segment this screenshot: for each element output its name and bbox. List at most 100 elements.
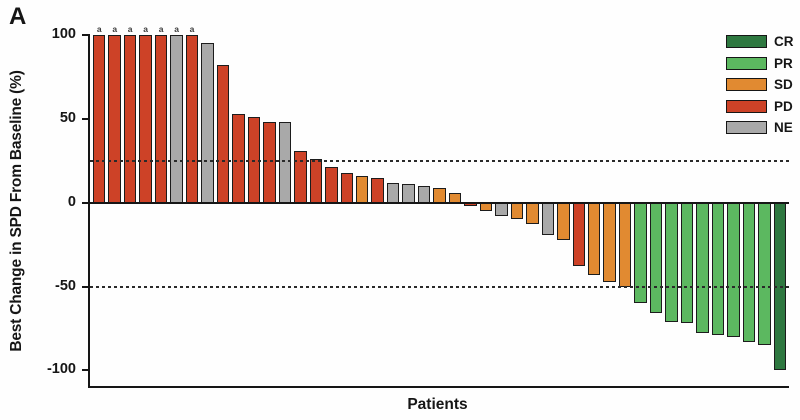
legend-row-pr: PR [726, 56, 794, 71]
legend: CR PR SD PD NE [726, 34, 794, 143]
bar-slot: a [93, 25, 106, 386]
bar-slot [680, 35, 694, 386]
bar-pr [680, 202, 694, 324]
bar-pr [634, 202, 647, 304]
bar-slot [309, 35, 323, 386]
bar-slot [711, 35, 725, 386]
bar-slot: a [139, 25, 152, 386]
bar-sd [603, 202, 616, 282]
bar-sd [618, 202, 632, 287]
bar-slot [386, 35, 400, 386]
bar-ne [541, 202, 555, 235]
bar-slot [464, 35, 477, 386]
bar-pd [371, 177, 384, 203]
bar-slot: a [108, 25, 121, 386]
bar-pd [340, 172, 353, 203]
bar-slot [479, 35, 493, 386]
legend-label: SD [774, 77, 793, 93]
bar-annotation: a [174, 24, 179, 34]
bar-sd [557, 202, 570, 240]
bar-pd [154, 35, 168, 203]
bar-slot [495, 35, 508, 386]
bar-slot: a [154, 25, 168, 386]
panel-label: A [9, 3, 27, 30]
bar-slot [247, 35, 261, 386]
bar-pd [123, 35, 137, 203]
bar-pr [711, 202, 725, 336]
bar-pd [108, 35, 121, 203]
legend-swatch-icon [726, 78, 767, 92]
legend-row-pd: PD [726, 98, 794, 114]
bar-slot [371, 35, 384, 386]
reference-line-25 [90, 159, 789, 162]
bar-pd [325, 167, 338, 203]
bar-slot [325, 35, 338, 386]
y-tick-label: -100 [46, 361, 76, 378]
bar-pd [309, 159, 323, 203]
y-tick [82, 285, 90, 288]
bar-slot [618, 35, 632, 386]
bar-slot [634, 35, 647, 386]
bar-slot [278, 35, 292, 386]
bar-slot [557, 35, 570, 386]
bar-slot [201, 35, 214, 386]
bar-pr [727, 202, 740, 337]
legend-swatch-icon [726, 121, 767, 135]
bar-slot: a [170, 25, 183, 386]
bar-slot [294, 35, 307, 386]
y-tick-label: 0 [67, 193, 76, 210]
legend-row-ne: NE [726, 120, 794, 136]
bar-slot [665, 35, 678, 386]
bar-slot [232, 35, 245, 386]
bar-sd [355, 175, 369, 203]
bar-pd [139, 35, 152, 203]
bar-sd [479, 202, 493, 212]
bar-ne [201, 43, 214, 203]
legend-row-sd: SD [726, 77, 794, 93]
reference-line--50 [90, 285, 789, 288]
legend-label: NE [774, 120, 793, 136]
bar-slot: a [185, 25, 199, 386]
y-tick [82, 369, 90, 372]
bar-pr [665, 202, 678, 322]
bar-slot [649, 35, 663, 386]
bar-annotation: a [158, 24, 164, 34]
y-axis-title: Best Change in SPD From Baseline (%) [8, 70, 25, 352]
bar-slot [417, 35, 431, 386]
bar-slot [541, 35, 555, 386]
bar-slot [402, 35, 415, 386]
legend-label: PD [774, 98, 793, 114]
legend-swatch-icon [726, 56, 767, 70]
zero-baseline [90, 201, 789, 204]
legend-swatch-icon [726, 35, 767, 48]
bar-pd [232, 113, 245, 203]
x-axis-title: Patients [407, 396, 468, 413]
bar-ne [170, 35, 183, 203]
bar-pr [742, 202, 756, 342]
bar-annotation: a [127, 24, 133, 34]
bar-sd [510, 202, 524, 220]
y-tick [82, 201, 90, 204]
bar-pr [758, 202, 771, 346]
bar-sd [526, 202, 539, 225]
bar-ne [495, 202, 508, 217]
bar-slot [603, 35, 616, 386]
bar-slot: a [123, 25, 137, 386]
legend-swatch-icon [726, 99, 767, 113]
y-tick-label: -50 [55, 277, 76, 294]
bar-pd [263, 122, 276, 203]
bar-ne [417, 185, 431, 203]
bar-slot [433, 35, 446, 386]
y-tick [82, 34, 90, 36]
bar-sd [588, 202, 601, 275]
bar-ne [402, 184, 415, 203]
bar-annotation: a [112, 24, 118, 34]
bar-pd [572, 202, 585, 267]
bar-pr [649, 202, 663, 314]
legend-label: CR [774, 34, 794, 49]
bar-ne [278, 122, 292, 203]
y-tick-label: 100 [51, 26, 76, 42]
bar-slot [448, 35, 462, 386]
